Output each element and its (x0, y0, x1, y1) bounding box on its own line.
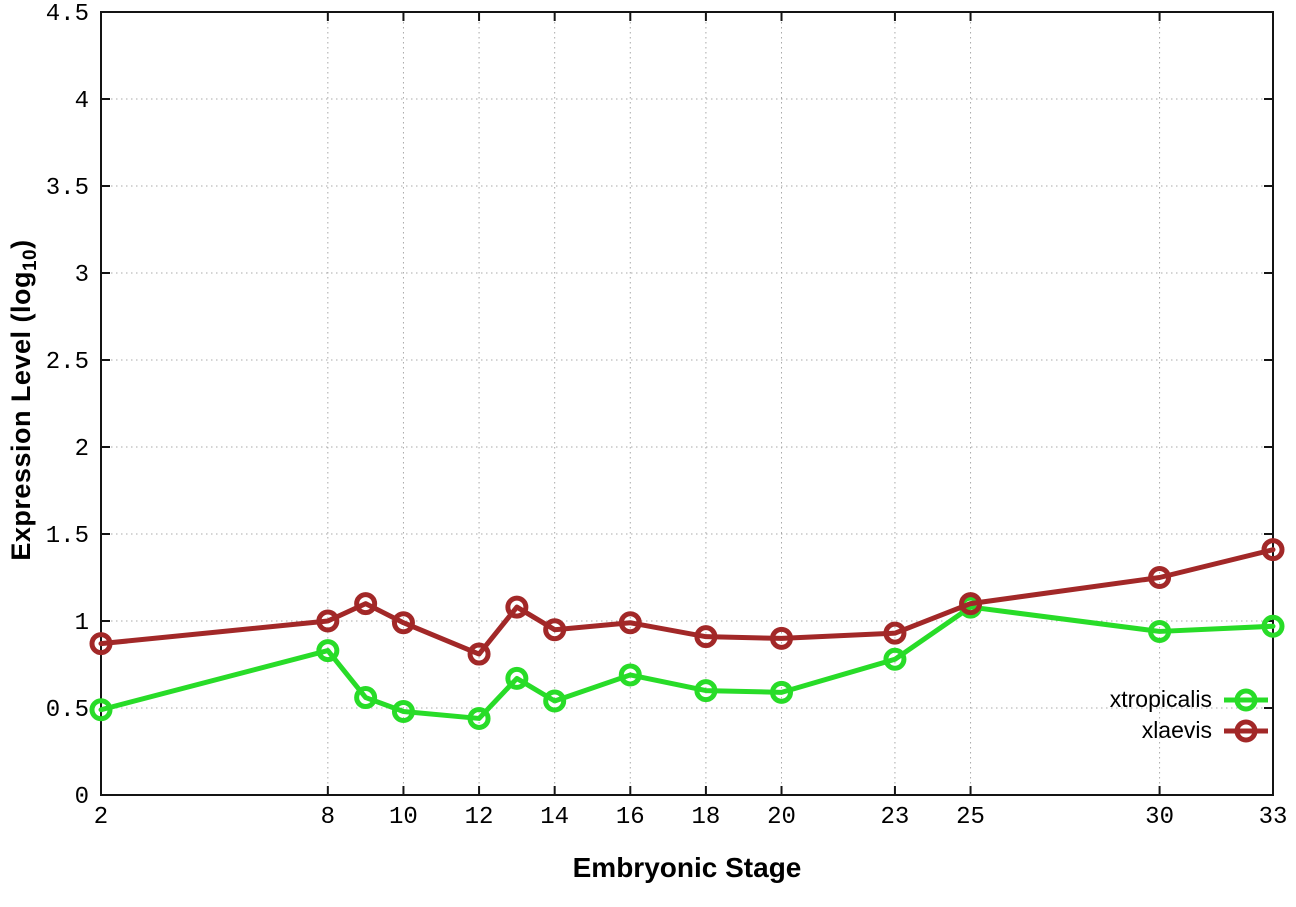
data-point-xlaevis (316, 609, 340, 633)
legend-label: xtropicalis (1109, 686, 1212, 712)
x-tick-label: 2 (94, 804, 108, 831)
xlaevis-line-marker-icon (1224, 719, 1268, 742)
y-tick-label: 3 (75, 262, 89, 289)
data-point-xtropicalis (89, 698, 113, 722)
x-tick-label: 25 (956, 804, 985, 831)
y-tick-label: 2 (75, 436, 89, 463)
data-point-xtropicalis (883, 647, 907, 671)
data-point-xlaevis (505, 595, 529, 619)
x-tick-label: 8 (321, 804, 335, 831)
data-point-xlaevis (694, 625, 718, 649)
x-tick-label: 16 (616, 804, 645, 831)
x-tick-label: 10 (389, 804, 418, 831)
data-point-xlaevis (618, 611, 642, 635)
legend: xtropicalis xlaevis (950, 684, 1268, 746)
x-tick-label: 14 (540, 804, 569, 831)
data-point-xlaevis (543, 618, 567, 642)
y-axis-title-subscript: 10 (20, 248, 42, 272)
legend-item-xtropicalis: xtropicalis (950, 684, 1268, 715)
data-point-xtropicalis (391, 699, 415, 723)
data-point-xtropicalis (1148, 619, 1172, 643)
data-point-xtropicalis (770, 680, 794, 704)
data-point-xlaevis (89, 632, 113, 656)
data-point-xtropicalis (618, 663, 642, 687)
data-point-xtropicalis (694, 679, 718, 703)
y-tick-label: 2.5 (46, 349, 89, 376)
data-point-xlaevis (770, 626, 794, 650)
data-point-xlaevis (1261, 538, 1285, 562)
data-point-xlaevis (1148, 566, 1172, 589)
y-axis-title: Expression Level (log10) (6, 239, 42, 560)
y-tick-label: 1 (75, 610, 89, 637)
plot-border (100, 11, 1274, 796)
y-tick-label: 0 (75, 784, 89, 811)
data-point-xlaevis (959, 592, 983, 616)
y-axis-title-text: Expression Level (log (5, 271, 36, 561)
data-point-xlaevis (467, 642, 491, 666)
data-point-xtropicalis (505, 666, 529, 690)
y-tick-label: 1.5 (46, 523, 89, 550)
data-point-xtropicalis (1261, 614, 1285, 638)
x-tick-label: 33 (1259, 804, 1288, 831)
legend-label: xlaevis (1141, 717, 1212, 743)
y-axis-title-close: ) (5, 239, 36, 249)
data-point-xlaevis (391, 611, 415, 635)
x-tick-label: 18 (691, 804, 720, 831)
y-tick-label: 4.5 (46, 1, 89, 28)
xtropicalis-line-marker-icon (1224, 688, 1268, 711)
data-point-xlaevis (354, 592, 378, 616)
data-point-xtropicalis (354, 686, 378, 710)
data-point-xtropicalis (316, 639, 340, 663)
y-tick-label: 0.5 (46, 697, 89, 724)
data-point-xtropicalis (543, 689, 567, 713)
data-point-xtropicalis (467, 706, 491, 730)
x-tick-label: 20 (767, 804, 796, 831)
x-tick-label: 30 (1145, 804, 1174, 831)
y-tick-label: 4 (75, 88, 89, 115)
x-tick-label: 23 (881, 804, 910, 831)
data-point-xlaevis (883, 621, 907, 645)
x-axis-title: Embryonic Stage (572, 852, 802, 883)
y-tick-label: 3.5 (46, 175, 89, 202)
x-tick-label: 12 (465, 804, 494, 831)
series-line-xlaevis (98, 547, 1276, 657)
legend-item-xlaevis: xlaevis (950, 715, 1268, 746)
